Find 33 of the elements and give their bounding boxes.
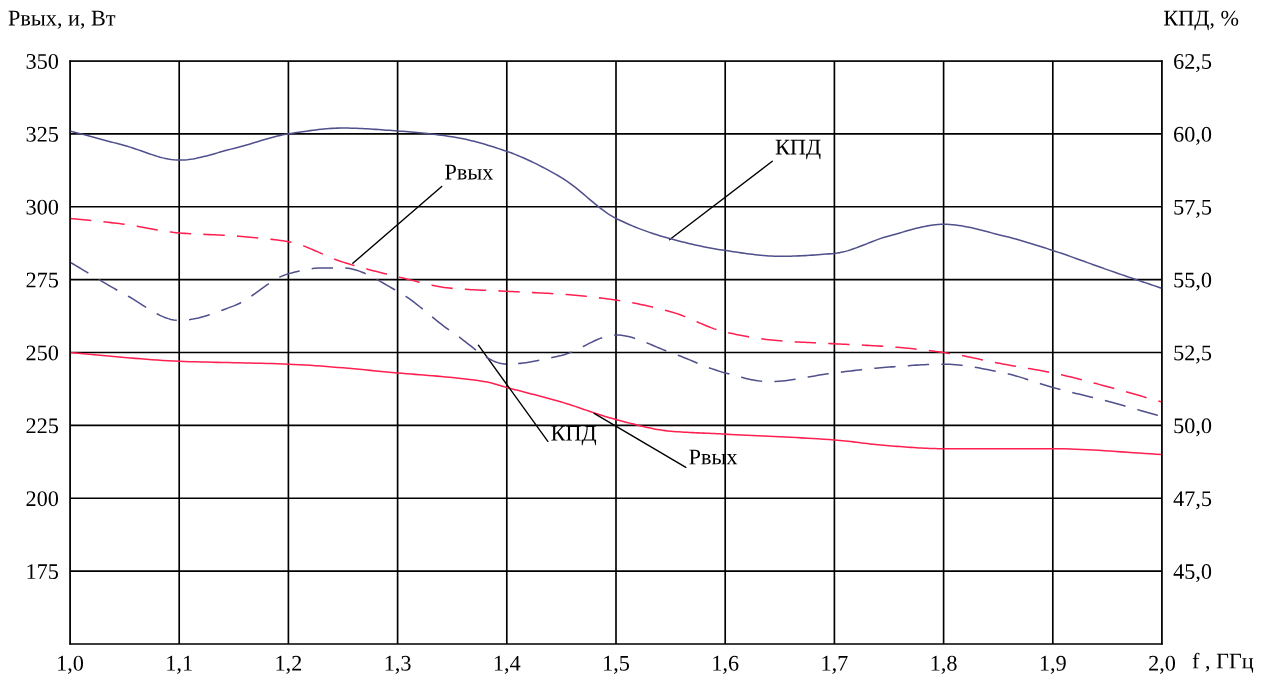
x-tick-label: 2,0	[1149, 655, 1176, 674]
y-tick-label: 325	[26, 126, 59, 142]
x-tick-label: 1,4	[494, 655, 521, 674]
annotation: КПД	[551, 425, 597, 446]
y-tick-label: 200	[26, 491, 59, 507]
y-tick-label: 250	[26, 345, 59, 361]
y2-tick-label: 62,5	[1174, 53, 1212, 73]
x-tick-label: 1,0	[58, 655, 84, 674]
x-tick-label: 1,6	[713, 655, 739, 674]
x-axis-title: f , ГГц	[1192, 652, 1254, 673]
x-tick-label: 1,7	[822, 655, 848, 674]
x-tick-label: 1,3	[385, 655, 411, 674]
y-axis-title: Рвых, и, Вт	[8, 10, 116, 29]
x-tick-label: 1,5	[604, 655, 630, 674]
y2-tick-label: 52,5	[1174, 345, 1212, 364]
y-tick-label: 300	[26, 199, 59, 215]
annotation: Рвых	[445, 164, 494, 180]
annotation: КПД	[775, 139, 821, 160]
x-tick-label: 1,1	[167, 655, 192, 674]
y2-tick-label: 47,5	[1173, 491, 1212, 510]
y2-tick-label: 45,0	[1173, 564, 1212, 583]
y-tick-label: 275	[26, 272, 59, 288]
x-tick-label: 1,2	[276, 655, 302, 674]
y2-tick-label: 60,0	[1174, 126, 1212, 145]
y-tick-label: 175	[27, 564, 59, 580]
y2-tick-label: 50,0	[1174, 418, 1212, 437]
y2-tick-label: 55,0	[1174, 272, 1212, 291]
y-tick-label: 225	[26, 418, 59, 434]
y2-tick-label: 57,5	[1174, 199, 1212, 218]
x-tick-label: 1,8	[931, 655, 957, 674]
y2-axis-title: КПД, %	[1163, 10, 1239, 31]
x-tick-label: 1,9	[1040, 655, 1066, 674]
y-tick-label: 350	[26, 53, 59, 69]
